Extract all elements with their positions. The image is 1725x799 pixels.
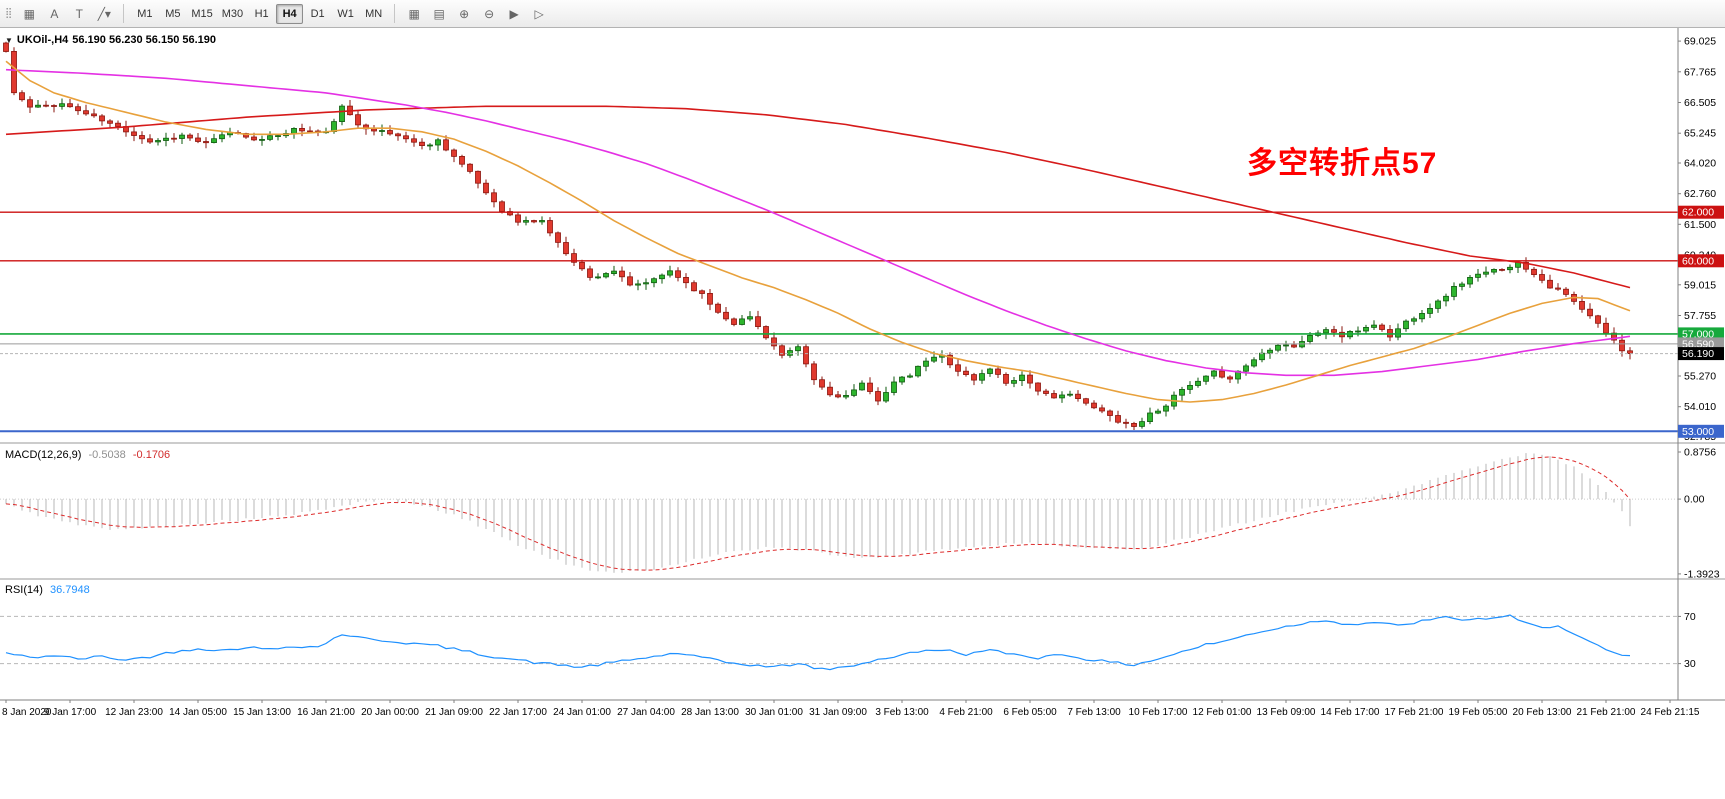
- macd-label: MACD(12,26,9) -0.5038 -0.1706: [5, 449, 170, 461]
- font-tool-icon[interactable]: T: [67, 4, 91, 24]
- svg-text:66.505: 66.505: [1684, 97, 1716, 109]
- time-label: 21 Feb 21:00: [1577, 707, 1636, 718]
- svg-text:69.025: 69.025: [1684, 36, 1716, 48]
- zoom-in-icon[interactable]: ⊕: [452, 4, 476, 24]
- chart-canvas[interactable]: 69.025 67.765 66.505 65.245 64.020 62.760 61.5…: [0, 28, 1725, 799]
- toolbar-separator: [123, 4, 125, 23]
- ma-mid-magenta-line: [5, 68, 1631, 377]
- time-label: 14 Jan 05:00: [169, 707, 227, 718]
- time-label: 9 Jan 17:00: [44, 707, 97, 718]
- auto-scroll-icon[interactable]: ▶: [502, 4, 526, 24]
- time-label: 3 Feb 13:00: [875, 707, 929, 718]
- timeframe-button-d1[interactable]: D1: [304, 4, 331, 24]
- time-label: 16 Jan 21:00: [297, 707, 355, 718]
- svg-text:54.010: 54.010: [1684, 401, 1716, 413]
- ma-fast-orange-line: [5, 60, 1631, 403]
- time-label: 8 Jan 2020: [2, 707, 52, 718]
- macd-indicator: [0, 453, 1678, 573]
- timeframe-button-mn[interactable]: MN: [360, 4, 387, 24]
- current-price-label: 56.190: [1678, 347, 1724, 361]
- time-label: 12 Jan 23:00: [105, 707, 163, 718]
- time-label: 21 Jan 09:00: [425, 707, 483, 718]
- svg-text:0.00: 0.00: [1684, 494, 1705, 506]
- rsi-label: RSI(14) 36.7948: [5, 584, 90, 596]
- toolbar-left-icons: ▦ A T ╱▾: [17, 4, 116, 24]
- ma-slow-red-line: [5, 105, 1631, 289]
- toolbar-right-icons: ▦ ▤ ⊕ ⊖ ▶ ▷: [402, 4, 551, 24]
- horizontal-level-lines[interactable]: [0, 211, 1678, 433]
- time-label: 15 Jan 13:00: [233, 707, 291, 718]
- rsi-line: [5, 614, 1631, 671]
- time-label: 14 Feb 17:00: [1321, 707, 1380, 718]
- time-label: 4 Feb 21:00: [939, 707, 993, 718]
- time-label: 27 Jan 04:00: [617, 707, 675, 718]
- svg-text:56.190: 56.190: [1682, 348, 1714, 360]
- svg-text:61.500: 61.500: [1684, 219, 1716, 231]
- price-level-label-60.000: 60.000: [1678, 254, 1724, 268]
- zoom-out-icon[interactable]: ⊖: [477, 4, 501, 24]
- time-label: 28 Jan 13:00: [681, 707, 739, 718]
- toolbar-separator: [394, 4, 396, 23]
- time-label: 6 Feb 05:00: [1003, 707, 1057, 718]
- svg-text:62.760: 62.760: [1684, 188, 1716, 200]
- timeframe-button-h4[interactable]: H4: [276, 3, 304, 24]
- svg-text:-1.3923: -1.3923: [1684, 568, 1720, 580]
- collapse-triangle-icon[interactable]: ▼: [5, 35, 13, 45]
- rsi-value: 36.7948: [49, 584, 90, 596]
- price-level-label-53.000: 53.000: [1678, 424, 1724, 438]
- macd-signal-line: [5, 456, 1631, 571]
- tile-windows-icon[interactable]: ▦: [402, 4, 426, 24]
- time-label: 22 Jan 17:00: [489, 707, 547, 718]
- chart-shift-icon[interactable]: ▷: [527, 4, 551, 24]
- svg-text:64.020: 64.020: [1684, 158, 1716, 170]
- svg-text:65.245: 65.245: [1684, 128, 1716, 140]
- svg-text:53.000: 53.000: [1682, 426, 1714, 438]
- time-label: 13 Feb 09:00: [1257, 707, 1316, 718]
- svg-text:57.755: 57.755: [1684, 310, 1716, 322]
- chart-window: 69.025 67.765 66.505 65.245 64.020 62.760 61.5…: [0, 28, 1725, 799]
- timeframe-button-m30[interactable]: M30: [218, 4, 247, 24]
- macd-name: MACD(12,26,9): [5, 449, 82, 461]
- rsi-indicator: [0, 614, 1678, 671]
- time-label: 24 Feb 21:15: [1641, 707, 1700, 718]
- chart-annotation-text[interactable]: 多空转折点57: [1247, 147, 1438, 180]
- time-label: 10 Feb 17:00: [1129, 707, 1188, 718]
- time-label: 19 Feb 05:00: [1449, 707, 1508, 718]
- text-tool-icon[interactable]: A: [42, 4, 66, 24]
- svg-text:0.8756: 0.8756: [1684, 447, 1716, 459]
- svg-text:30: 30: [1684, 658, 1696, 670]
- toolbar-drag-handle-icon[interactable]: ⣿: [5, 8, 13, 19]
- timeframe-button-h1[interactable]: H1: [248, 4, 275, 24]
- timeframe-button-group: M1 M5 M15 M30 H1 H4 D1 W1 MN: [131, 3, 387, 24]
- svg-text:67.765: 67.765: [1684, 66, 1716, 78]
- time-label: 12 Feb 01:00: [1193, 707, 1252, 718]
- svg-text:62.000: 62.000: [1682, 207, 1714, 219]
- macd-signal-value: -0.1706: [132, 449, 171, 461]
- time-label: 31 Jan 09:00: [809, 707, 867, 718]
- time-label: 24 Jan 01:00: [553, 707, 611, 718]
- toolbar: ⣿ ▦ A T ╱▾ M1 M5 M15 M30 H1 H4 D1 W1 MN ▦ ▤ ⊕ ⊖ ▶ ▷: [0, 0, 1725, 28]
- price-level-label-62.000: 62.000: [1678, 205, 1724, 219]
- time-label: 7 Feb 13:00: [1067, 707, 1121, 718]
- timeframe-button-m15[interactable]: M15: [187, 4, 216, 24]
- time-label: 30 Jan 01:00: [745, 707, 803, 718]
- macd-main-value: -0.5038: [88, 449, 126, 461]
- rsi-name: RSI(14): [5, 584, 43, 596]
- timeframe-button-w1[interactable]: W1: [332, 4, 359, 24]
- new-chart-icon[interactable]: ▤: [427, 4, 451, 24]
- drawing-tools-icon[interactable]: ╱▾: [92, 4, 116, 24]
- svg-text:59.015: 59.015: [1684, 279, 1716, 291]
- chart-grid-icon[interactable]: ▦: [17, 4, 41, 24]
- time-label: 20 Feb 13:00: [1513, 707, 1572, 718]
- time-label: 17 Feb 21:00: [1385, 707, 1444, 718]
- time-label: 20 Jan 00:00: [361, 707, 419, 718]
- timeframe-button-m5[interactable]: M5: [159, 4, 186, 24]
- timeframe-button-m1[interactable]: M1: [131, 4, 158, 24]
- svg-text:70: 70: [1684, 611, 1696, 623]
- svg-text:60.000: 60.000: [1682, 255, 1714, 267]
- svg-text:55.270: 55.270: [1684, 371, 1716, 383]
